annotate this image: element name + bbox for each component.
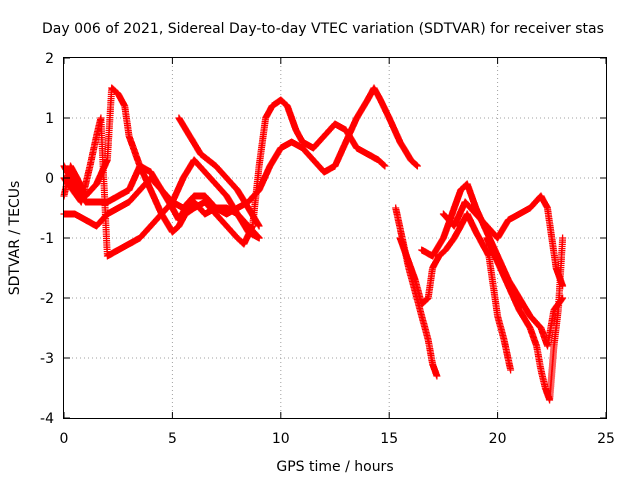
y-axis-title: SDTVAR / TECUs	[7, 181, 23, 296]
series-track-i	[439, 192, 567, 290]
x-tick-label: 20	[489, 431, 507, 447]
data-point	[439, 192, 567, 290]
series-track-g	[396, 210, 515, 374]
data-point	[396, 210, 515, 374]
axis-ticks: 0 5 10 15 20 25 -4 -3 -2 -1 0 1 2	[40, 51, 615, 447]
plot-frame	[63, 57, 607, 419]
y-tick-label: -2	[40, 291, 54, 307]
grid	[64, 58, 606, 418]
y-tick-label: 0	[45, 171, 54, 187]
x-axis-title: GPS time / hours	[276, 459, 393, 475]
series-track-a	[60, 84, 389, 248]
y-tick-label: -3	[40, 351, 54, 367]
series-track-j	[483, 234, 567, 404]
x-tick-label: 10	[272, 431, 290, 447]
series-track-e	[175, 114, 263, 230]
data-point	[483, 234, 567, 404]
x-tick-label: 15	[380, 431, 398, 447]
y-tick-label: 1	[45, 111, 54, 127]
x-tick-label: 25	[597, 431, 615, 447]
x-tick-label: 5	[168, 431, 177, 447]
x-tick-label: 0	[60, 431, 69, 447]
data-point	[60, 84, 389, 248]
y-tick-label: 2	[45, 51, 54, 67]
y-tick-label: -1	[40, 231, 54, 247]
data-marks	[60, 84, 567, 404]
y-tick-label: -4	[40, 411, 54, 427]
data-point	[175, 114, 263, 230]
chart-title: Day 006 of 2021, Sidereal Day-to-day VTE…	[42, 21, 604, 37]
